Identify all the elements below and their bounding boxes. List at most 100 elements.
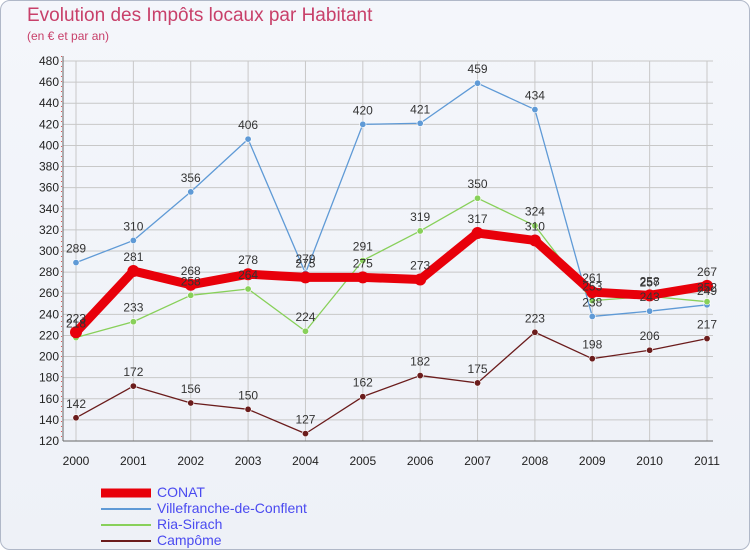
data-label-ria-sirach: 258 bbox=[181, 274, 201, 288]
data-point-conat bbox=[701, 279, 713, 292]
data-label-ria-sirach: 324 bbox=[525, 205, 545, 219]
legend-item-campome: Campôme bbox=[101, 532, 401, 549]
legend-item-villefranche-de-conflent: Villefranche-de-Conflent bbox=[101, 500, 401, 517]
data-point-ria-sirach bbox=[703, 298, 711, 306]
data-point-campome bbox=[646, 346, 654, 354]
data-label-campome: 127 bbox=[295, 413, 315, 427]
y-tick-label: 260 bbox=[39, 286, 59, 300]
x-tick-label: 2007 bbox=[464, 454, 491, 468]
data-point-ria-sirach bbox=[474, 194, 482, 202]
data-label-campome: 182 bbox=[410, 355, 430, 369]
data-point-villefranche-de-conflent bbox=[474, 79, 482, 87]
data-point-conat bbox=[528, 234, 541, 247]
y-tick-label: 380 bbox=[39, 160, 59, 174]
legend-item-ria-sirach: Ria-Sirach bbox=[101, 516, 401, 533]
data-label-conat: 267 bbox=[697, 265, 717, 279]
x-tick-label: 2008 bbox=[522, 454, 549, 468]
y-tick-label: 340 bbox=[39, 202, 59, 216]
series-line-campome bbox=[75, 331, 708, 435]
data-label-ria-sirach: 224 bbox=[295, 310, 315, 324]
data-label-villefranche-de-conflent: 356 bbox=[181, 171, 201, 185]
data-label-conat: 261 bbox=[582, 271, 602, 285]
y-tick-label: 240 bbox=[39, 307, 59, 321]
data-label-villefranche-de-conflent: 310 bbox=[123, 219, 143, 233]
legend-label: CONAT bbox=[157, 484, 205, 500]
data-point-campome bbox=[474, 379, 482, 387]
x-tick-label: 2011 bbox=[694, 454, 720, 468]
data-point-conat bbox=[586, 286, 599, 299]
data-label-conat: 281 bbox=[123, 250, 143, 264]
data-label-conat: 258 bbox=[640, 274, 660, 288]
y-tick-label: 440 bbox=[39, 96, 59, 110]
data-point-villefranche-de-conflent bbox=[359, 120, 367, 128]
chart-subtitle: (en € et par an) bbox=[27, 29, 110, 43]
data-point-conat bbox=[184, 278, 197, 291]
data-point-conat bbox=[242, 268, 255, 281]
data-point-campome bbox=[129, 382, 137, 390]
data-point-campome bbox=[531, 328, 539, 336]
x-tick-label: 2001 bbox=[120, 454, 147, 468]
data-point-campome bbox=[359, 393, 367, 401]
data-label-villefranche-de-conflent: 243 bbox=[640, 290, 660, 304]
x-tick-label: 2010 bbox=[636, 454, 663, 468]
series-line-villefranche-de-conflent bbox=[75, 82, 708, 318]
data-label-campome: 162 bbox=[353, 376, 373, 390]
data-point-villefranche-de-conflent bbox=[187, 188, 195, 196]
x-tick-label: 2000 bbox=[63, 454, 90, 468]
x-tick-label: 2005 bbox=[349, 454, 376, 468]
data-label-villefranche-de-conflent: 434 bbox=[525, 89, 545, 103]
data-point-conat bbox=[299, 271, 312, 284]
data-point-campome bbox=[416, 372, 424, 380]
y-tick-label: 220 bbox=[39, 328, 59, 342]
y-tick-label: 360 bbox=[39, 181, 59, 195]
y-tick-label: 140 bbox=[39, 413, 59, 427]
legend-swatch bbox=[101, 488, 151, 498]
legend-label: Campôme bbox=[157, 532, 222, 548]
y-tick-label: 420 bbox=[39, 117, 59, 131]
data-point-conat bbox=[414, 273, 427, 286]
data-point-villefranche-de-conflent bbox=[244, 135, 252, 143]
data-label-villefranche-de-conflent: 249 bbox=[697, 284, 717, 298]
data-point-campome bbox=[301, 430, 309, 438]
data-label-ria-sirach: 264 bbox=[238, 268, 258, 282]
x-tick-label: 2002 bbox=[177, 454, 204, 468]
data-point-villefranche-de-conflent bbox=[588, 312, 596, 320]
data-point-conat bbox=[356, 271, 369, 284]
y-tick-label: 180 bbox=[39, 371, 59, 385]
data-label-conat: 275 bbox=[353, 256, 373, 270]
data-point-ria-sirach bbox=[129, 318, 137, 326]
data-label-villefranche-de-conflent: 289 bbox=[66, 242, 86, 256]
data-label-villefranche-de-conflent: 420 bbox=[353, 103, 373, 117]
data-label-campome: 217 bbox=[697, 318, 717, 332]
data-point-conat bbox=[471, 227, 484, 240]
x-tick-label: 2003 bbox=[235, 454, 262, 468]
y-tick-label: 320 bbox=[39, 223, 59, 237]
data-point-ria-sirach bbox=[244, 285, 252, 293]
x-tick-label: 2004 bbox=[292, 454, 319, 468]
data-point-campome bbox=[703, 335, 711, 343]
data-label-campome: 223 bbox=[525, 311, 545, 325]
data-label-conat: 278 bbox=[238, 253, 258, 267]
data-label-campome: 142 bbox=[66, 397, 86, 411]
data-label-conat: 223 bbox=[66, 311, 86, 325]
y-tick-label: 200 bbox=[39, 350, 59, 364]
data-point-ria-sirach bbox=[359, 256, 367, 264]
data-point-ria-sirach bbox=[531, 222, 539, 230]
data-label-ria-sirach: 257 bbox=[640, 275, 660, 289]
legend-label: Villefranche-de-Conflent bbox=[157, 500, 307, 516]
data-label-ria-sirach: 350 bbox=[468, 177, 488, 191]
data-label-ria-sirach: 291 bbox=[353, 240, 373, 254]
data-label-conat: 275 bbox=[295, 256, 315, 270]
data-label-campome: 175 bbox=[468, 362, 488, 376]
data-label-villefranche-de-conflent: 406 bbox=[238, 118, 258, 132]
data-label-conat: 310 bbox=[525, 219, 545, 233]
y-tick-label: 460 bbox=[39, 75, 59, 89]
data-label-ria-sirach: 252 bbox=[697, 281, 717, 295]
line-chart: 120 140 160 180 200 220 240 260 280 300 320 340 360 3… bbox=[39, 54, 720, 468]
series-line-ria-sirach bbox=[75, 197, 708, 339]
data-label-ria-sirach: 253 bbox=[582, 280, 602, 294]
data-label-campome: 156 bbox=[181, 382, 201, 396]
legend-swatch bbox=[101, 524, 151, 526]
data-point-campome bbox=[244, 405, 252, 413]
